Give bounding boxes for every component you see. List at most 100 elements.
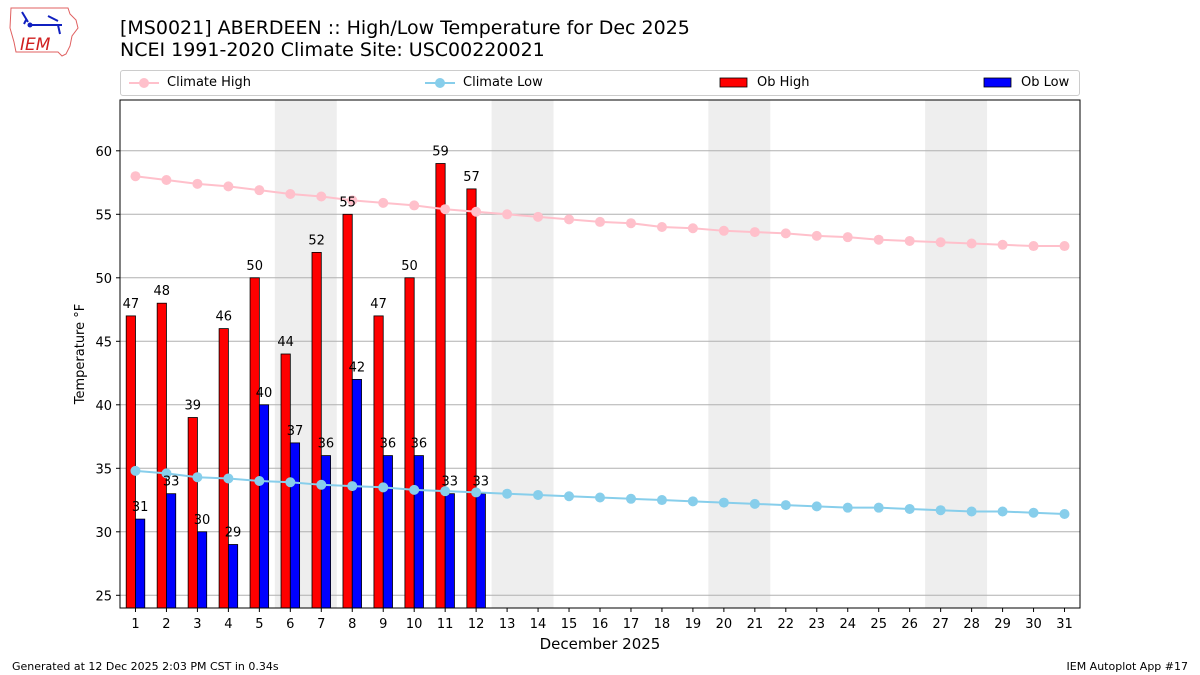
ob-low-bar — [475, 493, 486, 609]
climate-low-point — [378, 482, 389, 493]
ob-low-label: 36 — [318, 437, 335, 452]
footer-app: IEM Autoplot App #17 — [1066, 660, 1189, 673]
climate-high-point — [471, 206, 482, 217]
climate-low-point — [316, 479, 327, 490]
ob-low-label: 33 — [442, 475, 459, 490]
climate-high-point — [378, 197, 389, 208]
ob-high-label: 46 — [215, 310, 232, 325]
ob-high-bar — [373, 315, 384, 609]
climate-low-point — [1028, 507, 1039, 518]
ob-high-label: 55 — [339, 195, 356, 210]
ob-high-swatch-icon — [719, 77, 748, 87]
ob-low-label: 31 — [132, 500, 149, 515]
ob-low-bar — [413, 455, 424, 609]
ob-low-bar — [258, 404, 270, 609]
climate-low-point — [780, 500, 791, 511]
ob-low-bar — [289, 442, 301, 609]
climate-low-point — [285, 477, 296, 488]
ob-low-label: 29 — [225, 526, 242, 541]
climate-low-point — [687, 496, 698, 507]
ob-low-bar — [197, 531, 208, 609]
ob-high-bar — [125, 315, 136, 609]
x-tick-label: 28 — [963, 617, 980, 632]
y-axis-label: Temperature °F — [73, 304, 88, 405]
climate-low-point — [842, 502, 853, 513]
climate-low-point — [966, 506, 977, 517]
ob-high-label: 48 — [154, 284, 171, 299]
ob-low-label: 37 — [287, 424, 304, 439]
x-tick-label: 9 — [379, 617, 387, 632]
x-tick-label: 8 — [348, 617, 356, 632]
climate-low-point — [1059, 509, 1070, 520]
legend: Climate High Climate Low Ob High Ob Low — [120, 70, 1080, 96]
weekend-shade — [925, 100, 988, 608]
chart-title: [MS0021] ABERDEEN :: High/Low Temperatur… — [120, 17, 690, 61]
ob-high-bar — [342, 213, 353, 609]
climate-high-point — [1059, 241, 1070, 252]
x-tick-label: 7 — [317, 617, 325, 632]
climate-high-point — [780, 228, 791, 239]
climate-low-point — [904, 503, 915, 514]
legend-ob-high: Ob High — [719, 75, 810, 90]
x-axis-label: December 2025 — [540, 635, 661, 653]
climate-high-point — [316, 191, 327, 202]
ob-high-bar — [311, 251, 322, 609]
legend-label: Climate High — [167, 75, 252, 90]
climate-high-point — [935, 237, 946, 248]
y-tick-label: 60 — [95, 145, 112, 160]
title-line-1: [MS0021] ABERDEEN :: High/Low Temperatur… — [120, 17, 690, 39]
climate-high-point — [223, 181, 234, 192]
climate-high-point — [966, 238, 977, 249]
y-tick-label: 40 — [95, 399, 112, 414]
iem-logo: IEM — [8, 6, 80, 62]
climate-high-point — [192, 178, 203, 189]
climate-high-point — [1028, 241, 1039, 252]
y-tick-label: 45 — [95, 335, 112, 350]
x-tick-label: 22 — [778, 617, 795, 632]
ob-low-label: 36 — [380, 437, 397, 452]
ob-low-label: 33 — [473, 475, 490, 490]
footer-generated: Generated at 12 Dec 2025 2:03 PM CST in … — [12, 660, 279, 673]
climate-low-point — [595, 492, 605, 503]
climate-low-point — [656, 495, 667, 506]
climate-high-point — [997, 239, 1008, 250]
climate-high-swatch-icon — [129, 77, 159, 88]
ob-high-bar — [156, 302, 167, 609]
ob-low-swatch-icon — [983, 77, 1012, 87]
ob-high-label: 59 — [432, 145, 449, 160]
climate-high-point — [254, 185, 265, 196]
ob-low-label: 30 — [194, 513, 211, 528]
x-tick-label: 4 — [224, 617, 232, 632]
climate-high-point — [687, 223, 698, 234]
x-tick-label: 27 — [932, 617, 949, 632]
climate-low-point — [347, 481, 358, 492]
climate-high-point — [347, 195, 358, 206]
ob-high-bar — [249, 277, 260, 609]
ob-low-label: 40 — [256, 386, 273, 401]
climate-low-point — [749, 498, 760, 509]
x-tick-label: 1 — [131, 617, 139, 632]
y-tick-label: 35 — [95, 462, 112, 477]
legend-label: Climate Low — [463, 75, 543, 90]
legend-ob-low: Ob Low — [983, 75, 1069, 90]
ob-high-label: 44 — [277, 335, 294, 350]
ob-high-label: 52 — [308, 233, 325, 248]
x-tick-label: 6 — [286, 617, 294, 632]
legend-label: Ob Low — [1021, 75, 1070, 90]
climate-low-point — [564, 491, 575, 502]
ob-high-label: 57 — [463, 170, 480, 185]
ob-low-bar — [320, 455, 331, 609]
ob-high-label: 47 — [123, 297, 140, 312]
x-tick-label: 24 — [839, 617, 856, 632]
x-tick-label: 12 — [468, 617, 485, 632]
x-tick-label: 17 — [623, 617, 640, 632]
climate-low-point — [533, 489, 544, 500]
climate-low-point — [718, 497, 729, 508]
ob-low-label: 33 — [163, 475, 180, 490]
climate-low-point — [223, 473, 234, 484]
x-tick-label: 23 — [809, 617, 826, 632]
climate-high-point — [285, 188, 296, 199]
x-tick-label: 13 — [499, 617, 516, 632]
x-tick-label: 5 — [255, 617, 263, 632]
climate-low-point — [625, 493, 636, 504]
